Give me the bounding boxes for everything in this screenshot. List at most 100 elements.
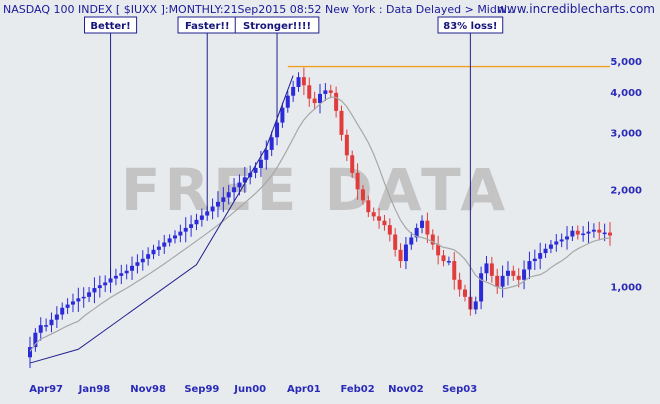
- candle-body: [253, 167, 258, 173]
- annotation-box: [84, 16, 138, 34]
- candle-body: [92, 288, 97, 293]
- x-tick-label: Jun00: [233, 384, 266, 395]
- candle-body: [76, 298, 81, 302]
- candle-body: [403, 244, 408, 262]
- candle-body: [473, 301, 478, 310]
- candle-body: [307, 85, 312, 99]
- candle-body: [377, 216, 382, 221]
- candle-body: [183, 227, 188, 232]
- candle-body: [173, 235, 177, 239]
- price-series: [28, 67, 612, 369]
- y-tick-label: 5,000: [610, 57, 642, 68]
- candle-body: [452, 261, 457, 280]
- y-tick-label: 3,000: [610, 128, 642, 139]
- annotation-box: [437, 16, 504, 34]
- candle-body: [124, 270, 129, 274]
- candle-body: [264, 149, 269, 160]
- trendline: [29, 75, 294, 364]
- candle-body: [334, 92, 339, 111]
- candle-body: [565, 236, 570, 240]
- candle-body: [543, 248, 548, 254]
- candle-body: [328, 90, 333, 93]
- candle-body: [355, 172, 360, 190]
- annotation-label: 83% loss!: [443, 21, 497, 32]
- candle-body: [463, 289, 467, 297]
- annotation-layer: Better! Faster!! Stronger!!!! 83% loss!: [84, 16, 504, 310]
- candle-body: [570, 230, 575, 237]
- candle-body: [167, 238, 172, 243]
- candle-body: [436, 244, 441, 256]
- candle-body: [205, 211, 210, 216]
- candle-body: [258, 159, 263, 168]
- candle-body: [575, 230, 580, 235]
- candle-body: [591, 229, 596, 232]
- x-tick-label: Apr97: [29, 384, 63, 395]
- candle-body: [38, 325, 43, 333]
- candle-body: [371, 212, 376, 217]
- candle-body: [237, 182, 242, 188]
- x-tick-label: Nov98: [130, 384, 166, 395]
- x-axis: Apr97 Jan98 Nov98 Sep99 Jun00 Apr01 Feb02 Nov02…: [29, 384, 477, 395]
- candle-body: [291, 86, 296, 96]
- y-axis: 1,000 2,000 3,000 4,000 5,000: [610, 57, 642, 294]
- candle-body: [489, 263, 494, 276]
- candle-body: [156, 246, 161, 250]
- candle-body: [54, 314, 59, 320]
- candle-body: [608, 232, 612, 236]
- candle-body: [285, 95, 290, 108]
- candle-body: [130, 265, 135, 271]
- candle-body: [28, 347, 32, 358]
- candle-body: [60, 307, 65, 315]
- candle-body: [500, 275, 505, 287]
- candle-body: [162, 242, 167, 247]
- candle-body: [398, 249, 403, 262]
- candle-body: [151, 249, 156, 255]
- candle-body: [221, 197, 226, 202]
- candle-body: [387, 225, 392, 235]
- candle-body: [554, 241, 559, 245]
- candle-body: [393, 234, 398, 250]
- y-tick-label: 2,000: [610, 185, 642, 196]
- candle-body: [210, 206, 215, 212]
- candle-body: [97, 285, 102, 289]
- candle-body: [527, 261, 532, 270]
- candle-body: [366, 200, 371, 213]
- candle-body: [559, 239, 564, 242]
- x-tick-label: Sep99: [184, 384, 219, 395]
- candle-body: [323, 90, 328, 94]
- candle-body: [457, 279, 462, 290]
- x-tick-label: Nov02: [388, 384, 424, 395]
- x-tick-label: Feb02: [340, 384, 374, 395]
- candle-body: [548, 244, 553, 249]
- candle-body: [189, 224, 194, 228]
- candle-body: [344, 134, 349, 156]
- candle-body: [44, 325, 49, 327]
- candle-body: [87, 292, 92, 297]
- candle-body: [446, 261, 451, 263]
- candle-body: [312, 98, 317, 104]
- candle-body: [581, 233, 586, 236]
- annotation-label: Faster!!: [185, 21, 230, 32]
- candle-body: [538, 253, 543, 259]
- candle-body: [441, 255, 446, 262]
- candle-body: [350, 155, 355, 173]
- candle-body: [425, 220, 430, 235]
- annotation-label: Better!: [90, 21, 130, 32]
- candle-body: [414, 227, 419, 238]
- x-tick-label: Sep03: [442, 384, 477, 395]
- candle-body: [420, 220, 425, 228]
- x-tick-label: Jan98: [78, 384, 111, 395]
- candle-body: [522, 269, 527, 280]
- annotation-box: [234, 16, 320, 34]
- candle-body: [199, 215, 204, 220]
- candle-body: [81, 296, 86, 299]
- candle-body: [226, 192, 231, 198]
- candle-body: [242, 177, 247, 183]
- candle-body: [275, 122, 280, 138]
- candle-body: [194, 219, 199, 225]
- candle-body: [146, 254, 151, 259]
- candle-body: [597, 229, 602, 233]
- candle-body: [495, 275, 500, 287]
- candle-body: [280, 107, 285, 123]
